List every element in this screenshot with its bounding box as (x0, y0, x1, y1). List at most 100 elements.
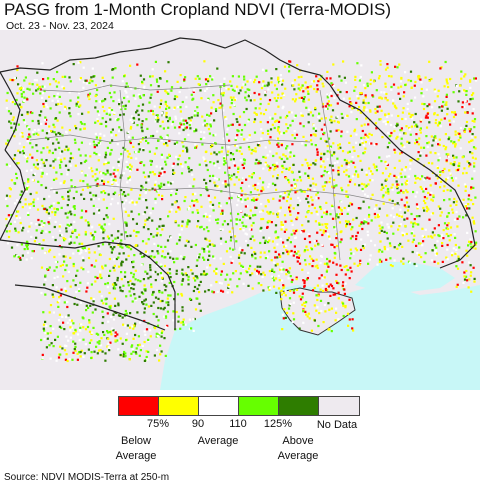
crop-pixel (286, 114, 289, 118)
crop-pixel (197, 220, 200, 223)
crop-pixel (145, 181, 148, 184)
crop-pixel (284, 316, 287, 319)
crop-pixel (149, 212, 152, 215)
crop-pixel (64, 75, 67, 78)
crop-pixel (330, 243, 333, 246)
crop-pixel (386, 115, 389, 118)
crop-pixel (194, 279, 197, 282)
crop-pixel (441, 244, 444, 247)
crop-pixel (324, 181, 327, 184)
crop-pixel (442, 189, 445, 192)
crop-pixel (398, 63, 401, 66)
crop-pixel (414, 125, 417, 128)
crop-pixel (471, 156, 474, 159)
crop-pixel (306, 162, 309, 165)
crop-pixel (63, 349, 67, 352)
crop-pixel (44, 278, 47, 281)
crop-pixel (267, 83, 270, 86)
crop-pixel (145, 355, 148, 359)
crop-pixel (165, 326, 168, 329)
crop-pixel (304, 259, 307, 262)
crop-pixel (181, 320, 184, 324)
crop-pixel (86, 282, 89, 285)
crop-pixel (84, 343, 87, 346)
crop-pixel (350, 270, 353, 273)
crop-pixel (196, 106, 199, 109)
crop-pixel (393, 174, 396, 177)
crop-pixel (275, 138, 279, 141)
crop-pixel (51, 236, 54, 239)
crop-pixel (349, 266, 352, 269)
crop-pixel (109, 141, 112, 144)
crop-pixel (31, 111, 34, 115)
crop-pixel (415, 223, 418, 226)
crop-pixel (280, 267, 283, 270)
crop-pixel (301, 292, 304, 295)
crop-pixel (375, 165, 378, 168)
crop-pixel (396, 247, 399, 250)
crop-pixel (39, 164, 42, 167)
crop-pixel (247, 120, 250, 123)
crop-pixel (362, 84, 366, 87)
crop-pixel (307, 271, 310, 274)
crop-pixel (44, 293, 47, 296)
crop-pixel (23, 121, 27, 124)
crop-pixel (190, 327, 193, 330)
crop-pixel (105, 302, 108, 305)
crop-pixel (280, 157, 283, 161)
crop-pixel (290, 219, 293, 222)
crop-pixel (434, 139, 437, 142)
crop-pixel (164, 163, 168, 166)
crop-pixel (283, 230, 286, 233)
crop-pixel (208, 174, 212, 178)
crop-pixel (346, 212, 349, 215)
crop-pixel (337, 216, 340, 219)
crop-pixel (438, 156, 441, 160)
crop-pixel (53, 225, 56, 229)
crop-pixel (219, 228, 222, 231)
crop-pixel (161, 330, 164, 333)
crop-pixel (254, 150, 257, 153)
crop-pixel (346, 130, 349, 133)
crop-pixel (344, 81, 347, 84)
crop-pixel (150, 285, 153, 289)
crop-pixel (83, 246, 86, 249)
crop-pixel (48, 344, 51, 347)
crop-pixel (169, 272, 172, 275)
crop-pixel (228, 139, 231, 142)
crop-pixel (36, 83, 39, 86)
crop-pixel (257, 142, 260, 145)
crop-pixel (380, 188, 383, 191)
crop-pixel (430, 135, 433, 138)
crop-pixel (375, 204, 378, 207)
crop-pixel (461, 261, 464, 264)
crop-pixel (307, 121, 310, 124)
crop-pixel (62, 87, 66, 90)
crop-pixel (312, 162, 315, 165)
crop-pixel (325, 213, 328, 216)
crop-pixel (302, 279, 305, 282)
crop-pixel (282, 317, 285, 320)
crop-pixel (291, 143, 294, 146)
crop-pixel (112, 172, 115, 175)
crop-pixel (302, 310, 305, 313)
crop-pixel (159, 166, 162, 169)
crop-pixel (75, 104, 78, 107)
crop-pixel (405, 196, 408, 199)
crop-pixel (179, 236, 182, 239)
crop-pixel (255, 198, 258, 201)
crop-pixel (316, 266, 319, 270)
crop-pixel (83, 123, 86, 126)
crop-pixel (104, 282, 107, 286)
swatch-no-data (319, 397, 359, 415)
crop-pixel (77, 101, 80, 104)
crop-pixel (194, 110, 197, 113)
crop-pixel (351, 226, 354, 229)
crop-pixel (468, 162, 471, 165)
crop-pixel (320, 156, 323, 159)
crop-pixel (312, 182, 315, 185)
crop-pixel (98, 340, 101, 343)
crop-pixel (283, 94, 286, 97)
crop-pixel (92, 75, 95, 78)
crop-pixel (474, 136, 477, 139)
